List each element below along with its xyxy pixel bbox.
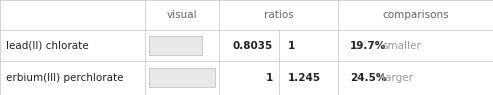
Bar <box>149 36 203 55</box>
Bar <box>149 68 215 87</box>
Text: 19.7%: 19.7% <box>350 41 387 51</box>
Text: ratios: ratios <box>264 10 293 20</box>
Text: larger: larger <box>383 73 413 83</box>
Text: 24.5%: 24.5% <box>350 73 387 83</box>
Text: 0.8035: 0.8035 <box>232 41 273 51</box>
Text: erbium(III) perchlorate: erbium(III) perchlorate <box>6 73 123 83</box>
Text: smaller: smaller <box>383 41 421 51</box>
Text: 1.245: 1.245 <box>287 73 320 83</box>
Text: 1: 1 <box>287 41 295 51</box>
Text: lead(II) chlorate: lead(II) chlorate <box>6 41 89 51</box>
Text: 1: 1 <box>265 73 273 83</box>
Text: comparisons: comparisons <box>382 10 449 20</box>
Text: visual: visual <box>167 10 198 20</box>
